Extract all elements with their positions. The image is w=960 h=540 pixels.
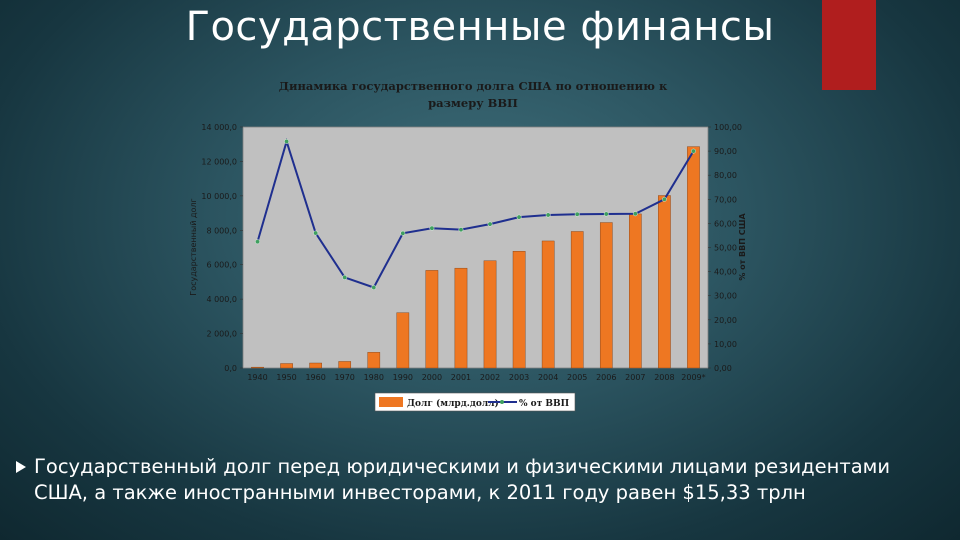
- y2-tick-label: 40,00: [714, 268, 737, 277]
- bar-2005: [570, 231, 584, 369]
- y-tick-label: 0,0: [224, 364, 237, 373]
- y-tick-label: 6 000,0: [206, 261, 237, 270]
- bar-1990: [396, 312, 410, 369]
- y2-tick-label: 0,00: [714, 364, 732, 373]
- y2-tick-label: 90,00: [714, 147, 737, 156]
- y-axis-ticks: 0,0 2 000,0 4 000,0 6 000,0 8 000,0 10 000,0 1…: [201, 123, 243, 373]
- x-axis-ticks: 1940 1950 1960 1970 1980 1990 2000 2001 2002 2003…: [247, 373, 705, 382]
- y2-tick-label: 50,00: [714, 244, 737, 253]
- y2-tick-label: 60,00: [714, 219, 737, 228]
- y2-tick-label: 10,00: [714, 340, 737, 349]
- x-tick-label: 2001: [451, 373, 471, 382]
- bar-2006: [599, 222, 613, 369]
- y-tick-label: 4 000,0: [206, 295, 237, 304]
- bar-1940: [251, 366, 264, 369]
- bar-1980: [367, 352, 381, 369]
- legend-line-marker: [500, 400, 504, 404]
- debt-chart: Динамика государственного долга США по о…: [189, 79, 747, 412]
- x-tick-label: 2009*: [681, 373, 705, 382]
- bar-2002: [483, 260, 497, 369]
- accent-bar: [822, 0, 876, 90]
- x-tick-label: 2000: [422, 373, 442, 382]
- line-point-2005: [574, 211, 580, 217]
- bar-2007: [629, 213, 642, 369]
- x-tick-label: 2004: [538, 373, 558, 382]
- line-point-2000: [429, 225, 435, 231]
- line-point-2004: [545, 212, 551, 218]
- line-point-2001: [458, 227, 464, 233]
- y2-tick-label: 30,00: [714, 292, 737, 301]
- x-tick-label: 1980: [364, 373, 384, 382]
- line-point-2007: [632, 211, 638, 217]
- y-tick-label: 2 000,0: [206, 330, 237, 339]
- gdp-percent-line: [256, 138, 695, 289]
- bullet-arrow-icon: [16, 461, 26, 473]
- bar-2008: [658, 195, 671, 369]
- line-layer: [255, 138, 696, 290]
- bar-2004: [541, 240, 555, 369]
- line-point-1970: [342, 274, 348, 280]
- line-point-2006: [603, 211, 609, 217]
- y2-axis-ticks: 0,00 10,00 20,00 30,00 40,00 50,00 60,00 70,00 8…: [708, 123, 742, 373]
- x-tick-label: 2002: [480, 373, 500, 382]
- x-tick-label: 1960: [305, 373, 325, 382]
- y-tick-label: 8 000,0: [206, 226, 237, 235]
- bar-2000: [425, 270, 439, 369]
- line-point-1990: [400, 230, 406, 236]
- chart-title-line-1: Динамика государственного долга США по о…: [279, 79, 668, 93]
- legend-bar-label: Долг (млрд.долл): [407, 398, 499, 409]
- x-tick-label: 2005: [567, 373, 587, 382]
- line-point-2009*: [691, 148, 696, 154]
- y2-axis-label: % от ВВП США: [738, 213, 747, 281]
- bar-1970: [338, 361, 352, 369]
- x-tick-label: 2003: [509, 373, 529, 382]
- legend-line-label: % от ВВП: [519, 399, 570, 409]
- line-point-1980: [371, 285, 377, 290]
- bullet-text: Государственный долг перед юридическими …: [34, 455, 891, 504]
- x-tick-label: 1940: [247, 373, 267, 382]
- line-point-1950: [284, 139, 289, 144]
- y2-tick-label: 80,00: [714, 171, 737, 180]
- line-point-1940: [255, 239, 260, 245]
- line-point-1960: [313, 230, 319, 236]
- chart-container: Динамика государственного долга США по о…: [183, 72, 758, 417]
- line-point-2002: [487, 221, 493, 227]
- legend-box: [374, 392, 576, 412]
- y2-tick-label: 20,00: [714, 316, 737, 325]
- x-tick-label: 1950: [276, 373, 296, 382]
- x-tick-label: 2006: [596, 373, 616, 382]
- bar-2003: [512, 251, 526, 369]
- bars-layer: [251, 146, 700, 369]
- bar-2009*: [687, 146, 700, 369]
- legend: Долг (млрд.долл) % от ВВП: [374, 392, 576, 412]
- x-tick-label: 2007: [625, 373, 645, 382]
- x-tick-label: 1990: [393, 373, 413, 382]
- y2-tick-label: 70,00: [714, 195, 737, 204]
- y-axis-label: Государственный долг: [189, 198, 198, 295]
- y2-tick-label: 100,00: [714, 123, 742, 132]
- line-point-2003: [516, 214, 522, 220]
- chart-title-line-2: размеру ВВП: [428, 96, 518, 110]
- line-point-2008: [662, 196, 667, 202]
- bar-1950: [280, 363, 293, 369]
- bar-2001: [454, 267, 468, 369]
- bar-1960: [309, 362, 322, 369]
- y-tick-label: 10 000,0: [201, 192, 237, 201]
- legend-bar-swatch: [379, 397, 403, 407]
- x-tick-label: 1970: [335, 373, 355, 382]
- x-tick-label: 2008: [654, 373, 674, 382]
- y-tick-label: 14 000,0: [201, 123, 237, 132]
- y-tick-label: 12 000,0: [201, 157, 237, 166]
- slide-title: Государственные финансы: [185, 4, 775, 50]
